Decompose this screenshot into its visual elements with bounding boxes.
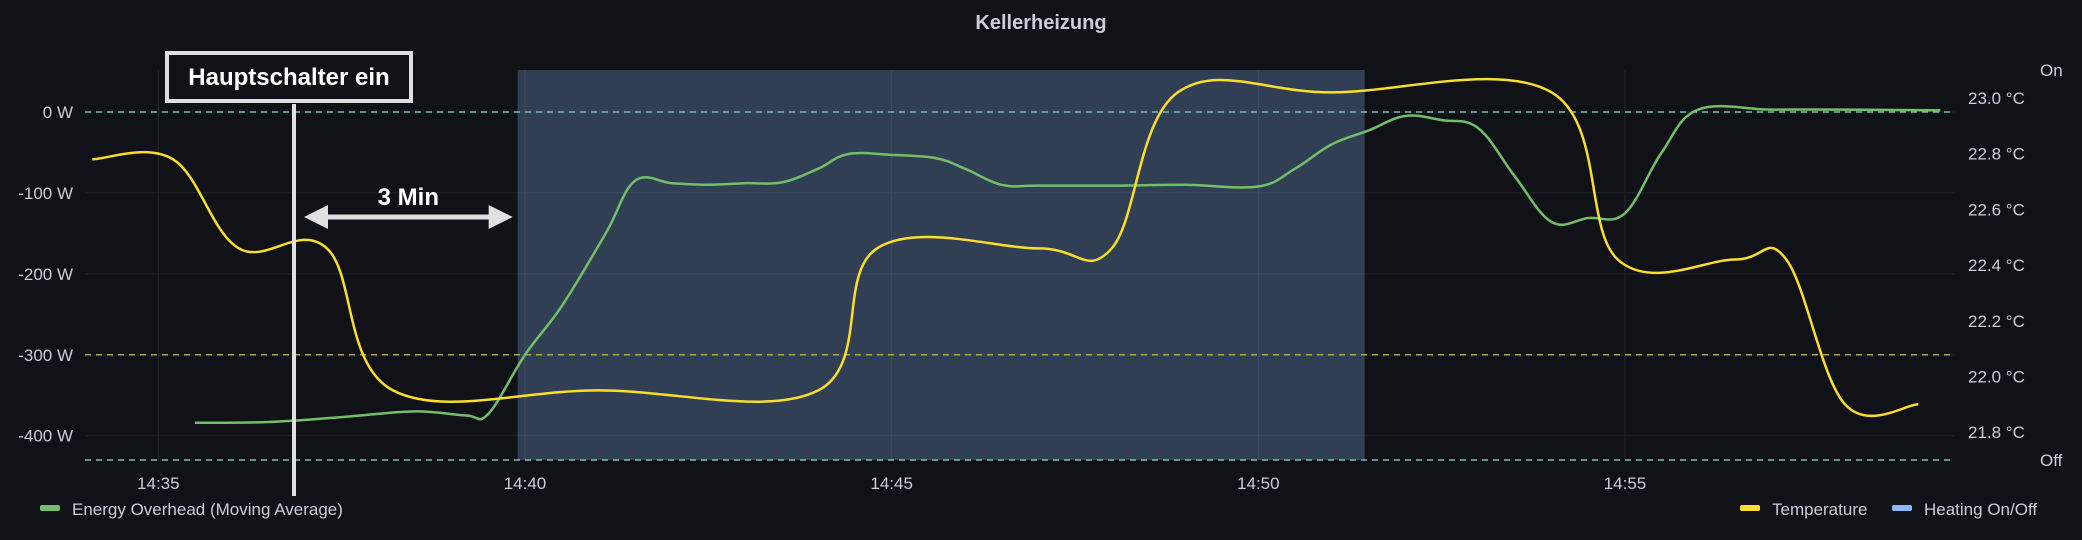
legend-swatch — [1740, 505, 1760, 511]
chart-title: Kellerheizung — [975, 12, 1106, 34]
marker-label: Hauptschalter ein — [188, 64, 389, 91]
state-axis: On Off — [2040, 61, 2063, 470]
threshold-lines — [85, 111, 1955, 461]
state-tick-off: Off — [2040, 451, 2063, 470]
left-tick-label: -100 W — [18, 184, 73, 203]
temperature-line — [92, 77, 1919, 418]
x-tick-label: 14:40 — [504, 474, 547, 493]
right-tick-label: 22.4 °C — [1968, 256, 2025, 275]
right-tick-label: 22.2 °C — [1968, 312, 2025, 331]
legend-swatch — [40, 505, 60, 511]
span-label: 3 Min — [378, 184, 439, 211]
x-tick-label: 14:35 — [137, 474, 180, 493]
left-tick-label: 0 W — [43, 103, 73, 122]
right-tick-label: 23.0 °C — [1968, 89, 2025, 108]
energy-overhead-line — [194, 104, 1941, 425]
x-tick-label: 14:45 — [870, 474, 913, 493]
span-arrow-head-right — [488, 205, 513, 229]
marker-label-box — [165, 51, 413, 103]
left-axis: 0 W -100 W -200 W -300 W -400 W — [18, 103, 73, 446]
x-tick-label: 14:50 — [1237, 474, 1280, 493]
x-tick-label: 14:55 — [1604, 474, 1647, 493]
heating-on-regions — [517, 70, 1365, 460]
right-tick-label: 22.0 °C — [1968, 367, 2025, 386]
left-tick-label: -300 W — [18, 346, 73, 365]
left-tick-label: -200 W — [18, 265, 73, 284]
right-tick-label: 22.6 °C — [1968, 200, 2025, 219]
right-tick-label: 21.8 °C — [1968, 423, 2025, 442]
span-arrow-head-left — [304, 205, 328, 229]
legend-label: Temperature — [1772, 500, 1867, 519]
x-axis: 14:35 14:40 14:45 14:50 14:55 — [137, 474, 1646, 493]
left-tick-label: -400 W — [18, 427, 73, 446]
legend-swatch — [1892, 505, 1912, 511]
annotations: Hauptschalter ein 3 Min — [165, 51, 513, 496]
series-lines — [92, 77, 1941, 425]
legend-label: Energy Overhead (Moving Average) — [72, 500, 343, 519]
legend: Energy Overhead (Moving Average) Temperat… — [40, 500, 2037, 519]
legend-label: Heating On/Off — [1924, 500, 2037, 519]
right-axis: 23.0 °C 22.8 °C 22.6 °C 22.4 °C 22.2 °C 22.0 … — [1968, 89, 2025, 442]
right-tick-label: 22.8 °C — [1968, 145, 2025, 164]
heating-on-region — [517, 70, 1365, 460]
state-tick-on: On — [2040, 61, 2063, 80]
